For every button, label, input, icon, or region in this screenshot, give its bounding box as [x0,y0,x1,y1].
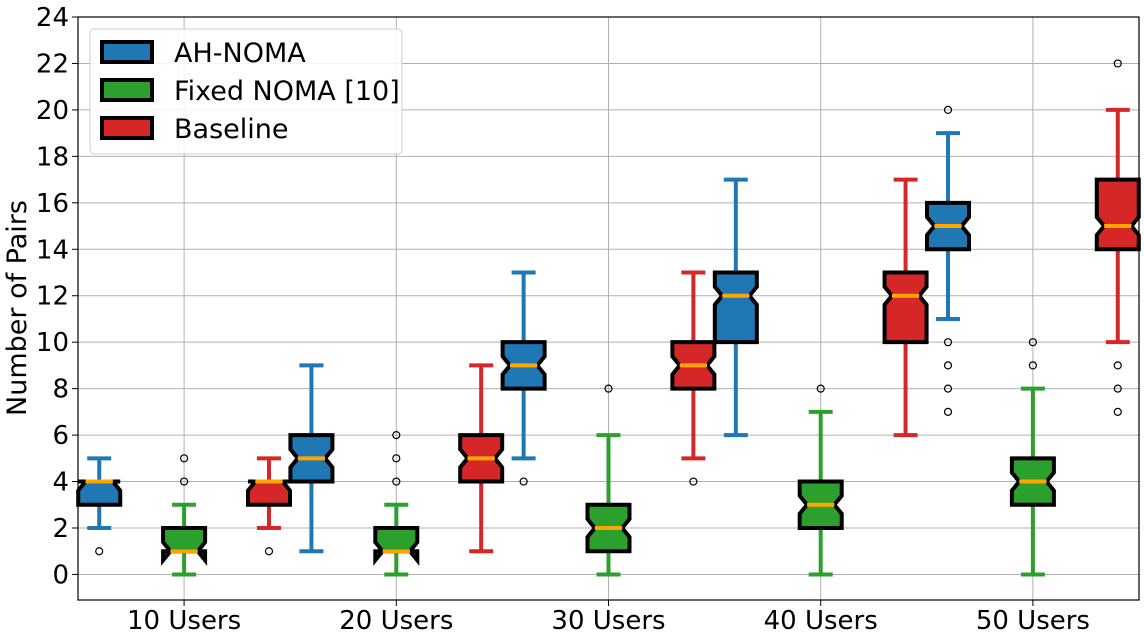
y-tick-label: 4 [52,468,69,498]
box-2-4 [1094,59,1141,416]
x-tick-label: 40 Users [764,606,878,636]
outlier-point [1113,361,1122,370]
outlier-point [1113,59,1122,68]
outlier-point [264,547,274,556]
legend-label: Baseline [174,114,288,145]
outlier-point [604,384,613,393]
box-body [712,270,759,345]
legend-label: Fixed NOMA [10] [174,76,400,107]
y-tick-label: 14 [36,235,69,265]
box-series [76,59,1141,577]
box-2-1 [458,363,505,554]
x-tick-label: 30 Users [551,606,665,636]
outlier-point [1028,361,1038,370]
box-1-2 [585,384,632,577]
legend-swatch [100,78,154,102]
box-0-2 [500,270,547,486]
outlier-point [1113,384,1122,393]
outlier-point [943,361,953,370]
y-tick-label: 2 [52,514,69,544]
legend-label: AH-NOMA [174,38,306,69]
x-axis-ticks: 10 Users 20 Users 30 Users 40 Users 50 Users [127,600,1090,636]
x-tick-label: 20 Users [339,606,453,636]
y-tick-label: 16 [36,189,69,219]
outlier-point [519,477,528,486]
y-tick-label: 20 [36,96,69,126]
outlier-point [1028,338,1038,347]
y-tick-label: 0 [52,560,69,590]
y-tick-label: 6 [52,421,69,451]
legend-frame [89,28,403,155]
box-0-4 [925,105,972,416]
box-body [76,479,123,507]
box-1-1 [373,430,420,577]
y-tick-label: 10 [36,328,69,358]
outlier-point [180,477,189,486]
y-tick-label: 18 [36,142,69,172]
box-0-0 [76,456,123,556]
outlier-point [392,430,401,440]
x-tick-label: 10 Users [127,606,241,636]
box-body [245,479,292,507]
outlier-point [1113,407,1122,416]
y-tick-label: 12 [36,282,69,312]
y-tick-label: 8 [52,375,69,405]
box-0-3 [712,177,759,438]
box-body [1094,177,1141,252]
y-tick-label: 24 [36,3,69,33]
box-body [161,525,208,566]
outlier-point [392,454,401,463]
box-body [373,525,420,566]
y-tick-label: 22 [36,49,69,79]
outlier-point [392,477,401,486]
outlier-point [180,454,189,463]
outlier-point [943,407,953,416]
legend-swatch [100,40,154,64]
x-tick-label: 50 Users [976,606,1090,636]
outlier-point [95,547,104,556]
box-0-1 [288,363,335,554]
box-body [882,270,929,345]
box-1-3 [797,384,844,577]
outlier-point [943,338,953,347]
outlier-point [943,105,953,115]
box-1-4 [1009,338,1056,577]
box-2-3 [882,177,929,438]
outlier-point [816,384,825,393]
box-1-0 [161,454,208,577]
outlier-point [689,477,698,486]
outlier-point [943,384,953,393]
legend: AH-NOMA Fixed NOMA [10] Baseline [89,28,403,155]
legend-swatch [100,116,154,140]
y-axis-label: Number of Pairs [2,200,33,416]
box-2-2 [670,270,717,486]
box-2-0 [245,456,292,556]
